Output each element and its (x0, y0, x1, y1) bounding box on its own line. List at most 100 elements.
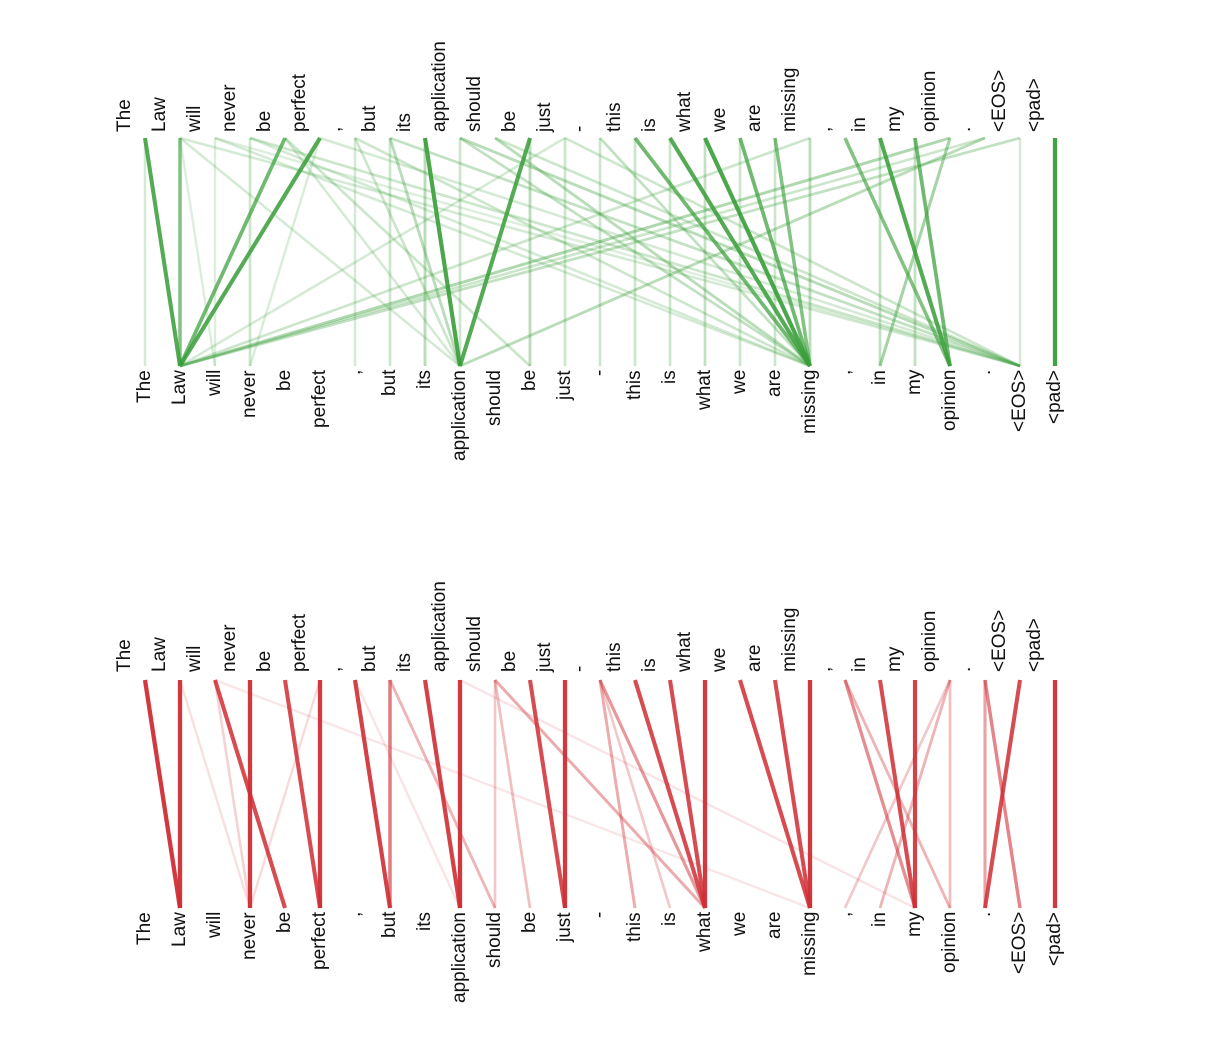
target-token: just (554, 912, 575, 942)
target-token: perfect (309, 369, 330, 428)
target-token: what (694, 369, 715, 410)
attention-link (667, 679, 708, 909)
target-token: application (449, 370, 470, 461)
source-token: will (184, 105, 205, 132)
target-token: but (379, 369, 400, 396)
target-token: are (764, 911, 785, 939)
source-token: Law (149, 97, 170, 132)
target-token: its (414, 912, 435, 931)
attention-link (319, 136, 1021, 368)
source-token: <EOS> (989, 69, 1010, 132)
target-token: be (519, 911, 540, 933)
source-token: - (569, 665, 590, 672)
source-token: . (954, 666, 975, 672)
source-token: Law (149, 637, 170, 672)
source-token: we (709, 647, 730, 672)
source-token: be (254, 110, 275, 132)
target-token: in (869, 370, 890, 385)
target-token: is (659, 912, 680, 926)
target-token: application (449, 912, 470, 1003)
attention-link (178, 679, 252, 909)
target-token: will (204, 369, 225, 396)
attention-link (422, 137, 463, 367)
target-token: this (624, 370, 645, 400)
target-token: its (414, 370, 435, 389)
attention-link (738, 679, 812, 909)
attention-link (179, 136, 1021, 368)
target-token: never (239, 370, 260, 418)
target-token: The (134, 370, 155, 403)
attention-link (284, 137, 531, 367)
attention-link (878, 137, 952, 367)
target-token: is (659, 370, 680, 384)
target-token: , (834, 911, 855, 917)
source-token: is (639, 658, 660, 672)
attention-link (353, 679, 462, 909)
attention-link (142, 679, 183, 909)
source-token: opinion (919, 70, 940, 132)
attention-link (598, 679, 637, 909)
source-token: never (219, 624, 240, 672)
target-token: my (904, 369, 925, 395)
source-token: - (569, 125, 590, 132)
attention-link (353, 137, 462, 367)
target-token: be (519, 369, 540, 391)
attention-link (703, 137, 812, 367)
attention-link (179, 136, 986, 368)
attention-link (598, 137, 812, 367)
source-token: we (709, 107, 730, 132)
source-token: but (359, 645, 380, 672)
target-token: should (484, 370, 505, 426)
source-token: <pad> (1024, 618, 1045, 672)
source-token: is (639, 118, 660, 132)
target-token: , (344, 911, 365, 917)
attention-link (564, 136, 1021, 368)
target-token: missing (799, 369, 820, 434)
attention-link (982, 679, 1023, 909)
attention-link (598, 679, 707, 909)
attention-links-red (142, 678, 1058, 910)
attention-link (179, 137, 461, 367)
target-token: . (974, 369, 995, 375)
source-token: <EOS> (989, 609, 1010, 672)
source-token: , (324, 666, 345, 672)
attention-link (179, 136, 951, 368)
attention-link (633, 136, 812, 368)
target-token: we (729, 911, 750, 936)
source-token: this (604, 642, 625, 672)
target-token: opinion (939, 911, 960, 973)
target-token: missing (799, 911, 820, 976)
attention-link (843, 137, 952, 367)
attention-link (598, 679, 672, 909)
attention-link (179, 136, 811, 368)
target-token: what (694, 911, 715, 952)
target-token: <EOS> (1009, 911, 1030, 974)
attention-link (389, 136, 1021, 368)
source-token: what (674, 631, 695, 672)
source-token: The (114, 99, 135, 132)
attention-link (248, 137, 322, 367)
source-token: missing (779, 67, 800, 132)
source-token: , (324, 126, 345, 132)
target-token: . (974, 911, 995, 917)
attention-link (249, 136, 1021, 368)
attention-link (142, 137, 183, 367)
attention-link (458, 137, 532, 367)
source-token: missing (779, 607, 800, 672)
target-token: perfect (309, 911, 330, 970)
attention-link (843, 679, 917, 909)
target-token: opinion (939, 369, 960, 431)
target-token: my (904, 911, 925, 937)
target-token: - (589, 369, 610, 376)
source-token: its (394, 653, 415, 672)
source-token: my (884, 106, 905, 132)
target-token: The (134, 912, 155, 945)
source-token: be (499, 110, 520, 132)
attention-link (493, 678, 707, 910)
attention-link (214, 678, 811, 910)
source-token: should (464, 616, 485, 672)
attention-link (738, 137, 812, 367)
target-token: in (869, 912, 890, 927)
target-token: , (344, 369, 365, 375)
